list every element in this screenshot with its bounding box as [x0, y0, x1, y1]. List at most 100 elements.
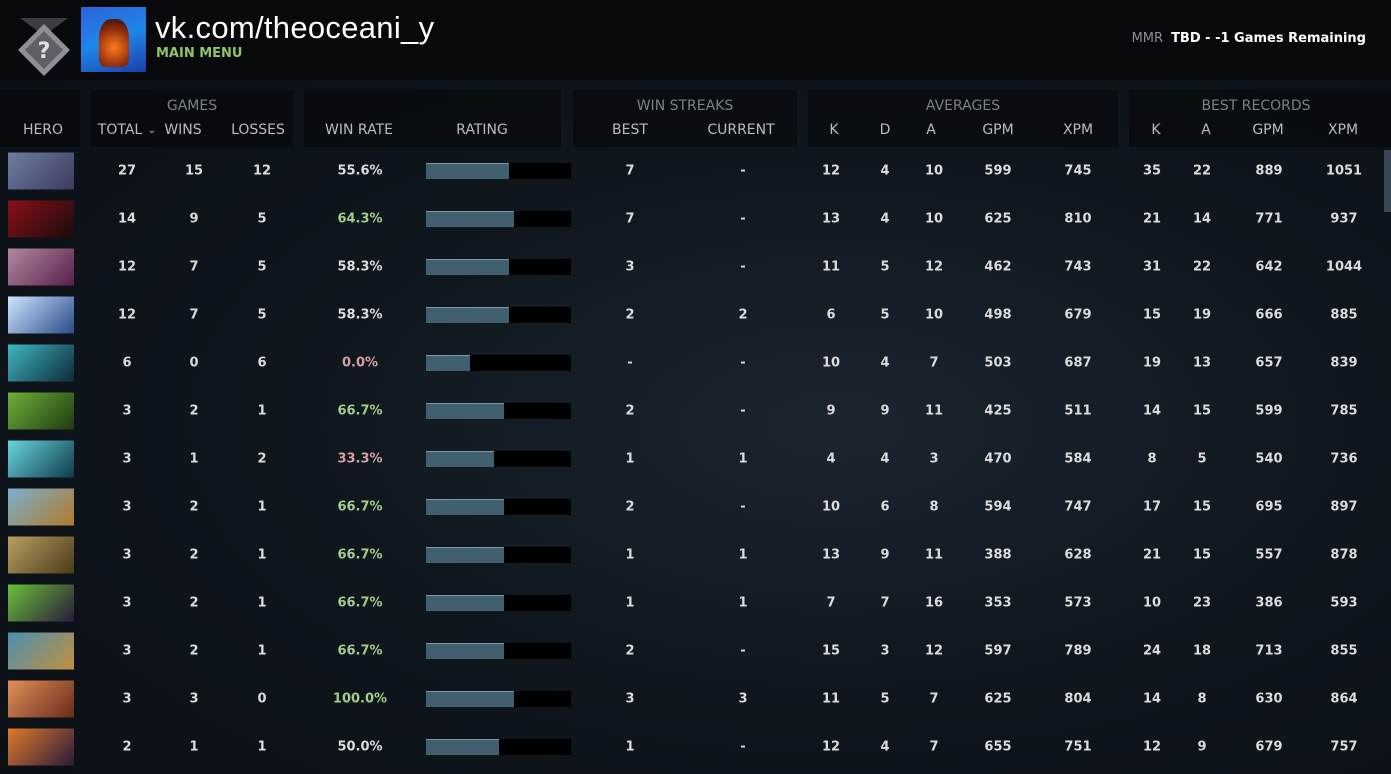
cell-gpm: 470: [984, 451, 1012, 467]
cell-wins: 2: [189, 499, 199, 515]
col-best-gpm[interactable]: GPM: [1252, 122, 1284, 138]
hero-portrait[interactable]: [8, 536, 74, 574]
cell-gpm: 498: [984, 307, 1012, 323]
cell-total: 3: [122, 547, 132, 563]
cell-wins: 2: [189, 643, 199, 659]
cell-bxpm: 785: [1330, 403, 1358, 419]
hero-portrait[interactable]: [8, 728, 74, 766]
cell-a: 3: [929, 451, 939, 467]
cell-a: 7: [929, 691, 939, 707]
cell-gpm: 594: [984, 499, 1012, 515]
cell-ba: 9: [1197, 739, 1207, 755]
col-win-rate[interactable]: WIN RATE: [325, 122, 393, 138]
rating-bar-fill: [426, 403, 505, 419]
cell-bgpm: 557: [1255, 547, 1283, 563]
cell-ba: 5: [1197, 451, 1207, 467]
cell-a: 8: [929, 499, 939, 515]
cell-bxpm: 855: [1330, 643, 1358, 659]
col-avg-a[interactable]: A: [926, 122, 936, 138]
rating-bar-fill: [426, 547, 505, 563]
cell-bgpm: 771: [1255, 211, 1283, 227]
col-avg-k[interactable]: K: [829, 122, 839, 138]
col-rating[interactable]: RATING: [456, 122, 508, 138]
cell-bk: 14: [1142, 691, 1162, 707]
cell-current: -: [740, 259, 746, 275]
hero-portrait[interactable]: [8, 584, 74, 622]
col-best-streak[interactable]: BEST: [612, 122, 648, 138]
col-avg-d[interactable]: D: [879, 122, 891, 138]
cell-win-rate: 100.0%: [332, 691, 388, 707]
cell-total: 3: [122, 499, 132, 515]
hero-portrait[interactable]: [8, 440, 74, 478]
hero-portrait[interactable]: [8, 344, 74, 382]
col-current-streak[interactable]: CURRENT: [707, 122, 775, 138]
rating-bar-fill: [426, 451, 495, 467]
cell-wins: 9: [189, 211, 199, 227]
cell-win-rate: 50.0%: [337, 739, 383, 755]
col-wins[interactable]: WINS: [164, 122, 202, 138]
cell-current: -: [740, 739, 746, 755]
unknown-rank-medal-icon[interactable]: ?: [16, 18, 72, 76]
mmr-label: MMR: [1131, 31, 1164, 46]
hero-portrait[interactable]: [8, 200, 74, 238]
cell-k: 7: [826, 595, 836, 611]
profile-name: vk.com/theoceani_y: [155, 10, 435, 45]
cell-losses: 2: [257, 451, 267, 467]
cell-bk: 21: [1142, 547, 1162, 563]
cell-wins: 2: [189, 595, 199, 611]
cell-bgpm: 630: [1255, 691, 1283, 707]
averages-group-title: AVERAGES: [925, 98, 1001, 114]
cell-a: 12: [924, 643, 944, 659]
cell-current: -: [740, 403, 746, 419]
col-hero[interactable]: HERO: [22, 122, 64, 138]
cell-win-rate: 64.3%: [337, 211, 383, 227]
cell-losses: 1: [257, 739, 267, 755]
col-losses[interactable]: LOSSES: [231, 122, 285, 138]
cell-losses: 0: [257, 691, 267, 707]
col-avg-xpm[interactable]: XPM: [1062, 122, 1094, 138]
col-total[interactable]: TOTAL: [97, 122, 143, 138]
cell-total: 3: [122, 451, 132, 467]
col-best-k[interactable]: K: [1151, 122, 1161, 138]
cell-bk: 35: [1142, 163, 1162, 179]
scrollbar[interactable]: [1384, 150, 1391, 212]
avatar[interactable]: [81, 7, 146, 72]
col-avg-gpm[interactable]: GPM: [982, 122, 1014, 138]
hero-portrait[interactable]: [8, 296, 74, 334]
col-best-xpm[interactable]: XPM: [1327, 122, 1359, 138]
cell-wins: 7: [189, 259, 199, 275]
hero-portrait[interactable]: [8, 152, 74, 190]
cell-bk: 10: [1142, 595, 1162, 611]
hero-portrait[interactable]: [8, 392, 74, 430]
cell-wins: 7: [189, 307, 199, 323]
cell-bxpm: 593: [1330, 595, 1358, 611]
main-menu-link[interactable]: MAIN MENU: [156, 46, 243, 61]
col-best-a[interactable]: A: [1201, 122, 1211, 138]
cell-best: 7: [625, 211, 635, 227]
cell-d: 5: [880, 259, 890, 275]
winrate-header-group: [304, 90, 561, 147]
cell-d: 9: [880, 547, 890, 563]
cell-bxpm: 1044: [1325, 259, 1363, 275]
cell-best: 1: [625, 595, 635, 611]
best-records-group-title: BEST RECORDS: [1201, 98, 1311, 114]
chevron-down-icon[interactable]: ⌄: [147, 125, 157, 136]
hero-portrait[interactable]: [8, 488, 74, 526]
cell-ba: 8: [1197, 691, 1207, 707]
cell-ba: 15: [1192, 499, 1212, 515]
cell-ba: 22: [1192, 163, 1212, 179]
cell-bgpm: 666: [1255, 307, 1283, 323]
cell-gpm: 625: [984, 211, 1012, 227]
hero-portrait[interactable]: [8, 248, 74, 286]
cell-win-rate: 33.3%: [337, 451, 383, 467]
cell-losses: 5: [257, 211, 267, 227]
cell-k: 15: [821, 643, 841, 659]
cell-current: -: [740, 643, 746, 659]
rating-bar: [426, 211, 571, 227]
hero-portrait[interactable]: [8, 632, 74, 670]
cell-a: 10: [924, 211, 944, 227]
rating-bar: [426, 259, 571, 275]
cell-losses: 1: [257, 643, 267, 659]
hero-portrait[interactable]: [8, 680, 74, 718]
cell-losses: 1: [257, 403, 267, 419]
